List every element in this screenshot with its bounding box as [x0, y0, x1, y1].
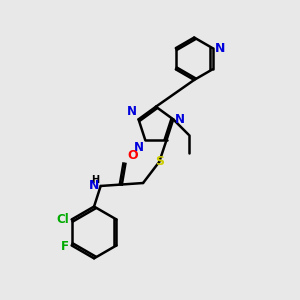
Text: N: N — [134, 141, 143, 154]
Text: O: O — [128, 149, 138, 162]
Text: N: N — [127, 105, 137, 118]
Text: N: N — [175, 113, 185, 126]
Text: H: H — [91, 176, 99, 185]
Text: F: F — [61, 240, 69, 254]
Text: N: N — [88, 179, 99, 192]
Text: N: N — [215, 42, 225, 55]
Text: Cl: Cl — [56, 213, 69, 226]
Text: S: S — [155, 155, 164, 168]
